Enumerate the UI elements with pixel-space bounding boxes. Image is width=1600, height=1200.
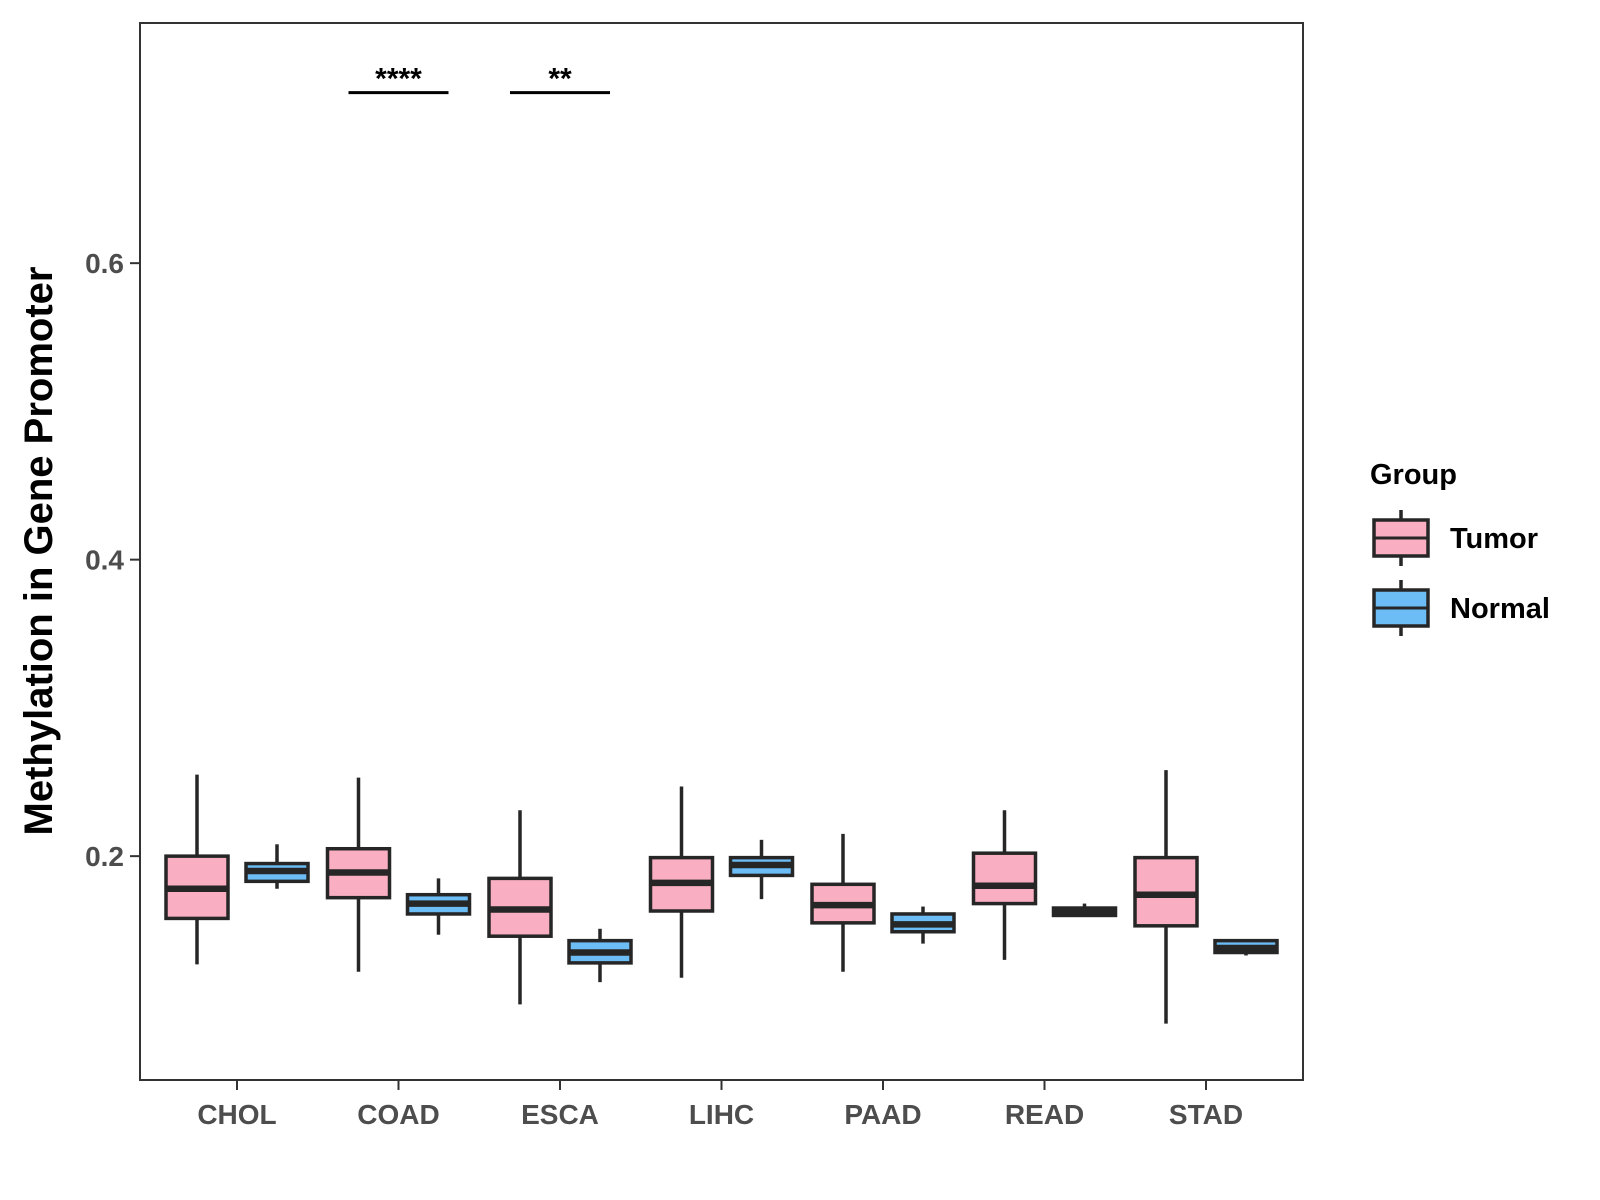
y-tick-label: 0.6 [85, 248, 124, 279]
x-tick-label: ESCA [521, 1099, 599, 1130]
significance-label: ** [548, 63, 572, 96]
box-tumor-lihc [648, 786, 715, 978]
legend-label: Tumor [1450, 523, 1538, 555]
axes-layer: 0.2 0.4 0.6 CHOL COAD ESCA LIHC PAAD READ STAD [85, 248, 1243, 1130]
legend-items: Tumor Normal [1372, 510, 1550, 636]
x-tick-label: LIHC [689, 1099, 754, 1130]
box-tumor-chol [164, 774, 230, 965]
box-tumor-paad [810, 833, 876, 972]
legend-title: Group [1370, 459, 1457, 491]
y-tick-label: 0.2 [85, 841, 124, 872]
significance-esca: ** [510, 63, 610, 96]
x-tick-label: PAAD [844, 1099, 921, 1130]
box-tumor-coad [325, 777, 392, 972]
box-tumor-read [971, 810, 1038, 960]
plot-layer: **** ** [164, 63, 1279, 1024]
box-normal-stad [1213, 938, 1279, 956]
legend-item-normal: Normal [1372, 580, 1550, 636]
box-normal-chol [244, 844, 310, 889]
significance-coad: **** [348, 63, 449, 96]
box-tumor-esca [487, 810, 553, 1005]
x-tick-label: CHOL [197, 1099, 276, 1130]
significance-label: **** [375, 63, 422, 96]
box-normal-lihc [728, 839, 795, 900]
x-tick-label: READ [1005, 1099, 1084, 1130]
y-axis-title: Methylation in Gene Promoter [17, 267, 61, 836]
legend-label: Normal [1450, 593, 1550, 625]
box-body [971, 851, 1038, 906]
box-tumor-stad [1133, 770, 1199, 1024]
x-tick-label: COAD [357, 1099, 439, 1130]
box-normal-paad [890, 906, 956, 944]
legend-item-tumor: Tumor [1372, 510, 1538, 566]
box-normal-coad [405, 878, 472, 935]
x-tick-label: STAD [1169, 1099, 1243, 1130]
box-normal-esca [567, 928, 633, 983]
y-tick-label: 0.4 [85, 545, 124, 576]
legend: Group Tumor Normal [1370, 459, 1550, 636]
box-normal-read [1051, 903, 1118, 918]
